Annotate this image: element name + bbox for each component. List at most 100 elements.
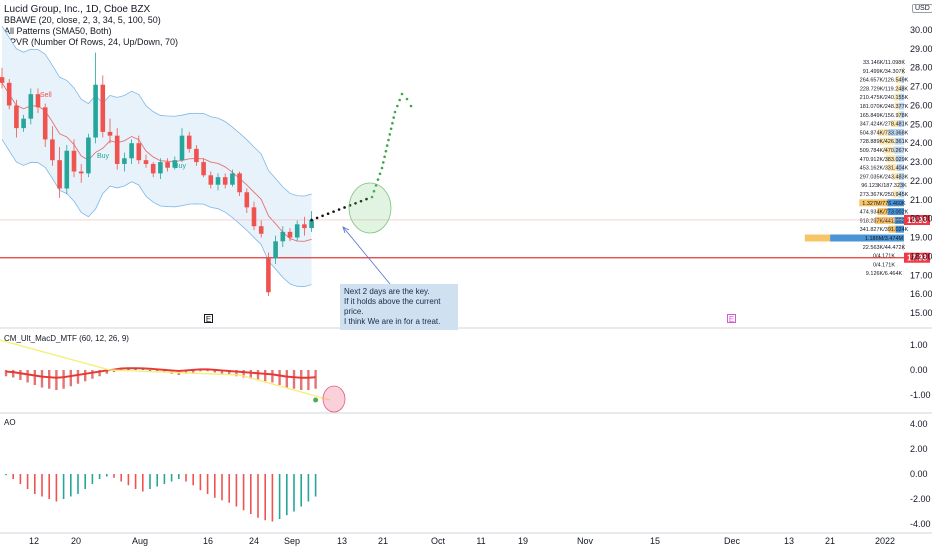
ao-bar [62,474,65,499]
candle [158,158,163,180]
vp-label: 347.424K/278.481K [860,122,909,128]
ao-bar [70,474,72,497]
projection-dot [370,195,374,199]
sell-label: Sell [40,92,52,99]
candle [136,135,142,164]
ao-bar [48,474,50,499]
candle [244,188,250,214]
macd-bar [264,370,267,382]
projection-dot [380,166,384,170]
indicator-vpvr[interactable]: VPVR (Number Of Rows, 24, Up/Down, 70) [4,37,179,47]
projection-dot [382,161,385,164]
vp-row: 1.186M/3.474M [804,234,904,242]
candle [208,171,214,189]
band-lower [1,139,312,287]
vp-label: 33.146K/11.098K [863,60,905,66]
candle [14,99,19,138]
macd-bar [300,370,303,390]
ao-bar [214,474,216,498]
vp-row: 9.126K/6.464K [866,269,904,277]
macd-tick-label: -1.00 [910,390,931,400]
ao-bar [134,474,137,489]
vp-label: 22.563K/44.472K [863,245,906,251]
candle [107,118,113,144]
candle [50,126,55,166]
projection-dot [378,172,382,176]
ao-tick-label: -2.00 [910,494,931,504]
macd-bar [55,370,58,390]
projection-dot [388,133,392,136]
price-tick-label: 24.00 [910,138,932,148]
ao-tick-label: -4.00 [910,519,931,529]
candle [258,220,264,238]
vp-label: 181.070K/248.377K [860,104,909,110]
earnings-badge-1[interactable]: E [204,314,213,324]
macd-bar [33,370,36,385]
earnings-badge-2[interactable]: E [727,314,736,324]
ao-bar [264,474,266,521]
date-tick-label: Nov [577,536,594,546]
ao-bar [257,474,259,518]
macd-bar [48,370,51,389]
vp-row: 33.146K/11.098K [863,58,905,66]
macd-bar [19,370,22,380]
ao-bar [250,474,252,514]
ao-tick-label: 0.00 [910,469,928,479]
ao-bar [142,474,144,492]
vp-row: 347.424K/278.481K [860,120,909,128]
vp-row: 0/4.171K [873,260,904,268]
candle [42,103,48,147]
time-axis[interactable]: 12 20 Aug 16 24 Sep 13 21 Oct 11 19 Nov 15 Dec 13 21 202… [29,536,895,546]
level-price-tag[interactable]: 17.93 [904,252,930,263]
projection-dot [359,199,363,203]
annotation-note[interactable]: Next 2 days are the key. If it holds abo… [340,284,458,330]
vp-row: 273.367K/250.945K [860,190,909,198]
projection-dot [405,97,409,101]
ao-bar [199,474,202,491]
ao-bar [12,474,14,479]
ao-bar [19,474,22,484]
macd-bar [26,370,29,383]
projection-dot [384,149,388,153]
ao-bar [106,474,108,477]
candle [35,88,41,114]
vp-label: 728.889K/426.361K [860,139,909,145]
ao-bar [127,474,130,486]
projection-dot [376,178,380,181]
indicator-all-patterns[interactable]: All Patterns (SMA50, Both) [4,26,112,36]
macd-bar [199,370,202,372]
projection-dot [385,144,389,147]
macd-bar [148,370,152,371]
macd-bar [192,370,195,373]
candle [71,139,77,178]
macd-bar [62,370,65,389]
candle [172,156,178,170]
price-tick-label: 25.00 [910,119,932,129]
ao-bar [271,474,274,522]
indicator-bbawe[interactable]: BBAWE (20, close, 2, 3, 34, 5, 100, 50) [4,15,161,25]
ao-title[interactable]: AO [4,418,16,427]
candle [222,173,228,189]
vp-label: 1.327M/776.460K [862,201,906,207]
projection-dot [372,189,376,193]
price-levels: 19.93 17.93 [0,214,930,263]
price-tick-label: 21.00 [910,195,932,205]
candle [179,128,185,163]
price-tick-label: 27.00 [910,82,932,92]
ao-bar [300,474,302,507]
macd-title[interactable]: CM_Ult_MacD_MTF (60, 12, 26, 9) [4,334,129,343]
date-tick-label: 19 [518,536,528,546]
date-tick-label: 24 [249,536,259,546]
date-tick-label: 12 [29,536,39,546]
current-price-tag[interactable]: 19.93 [904,214,930,225]
candle [86,133,91,178]
vp-label: 228.729K/119.248K [860,86,909,92]
svg-text:19.93: 19.93 [907,216,928,225]
price-axis[interactable]: 30.00 29.00 28.00 27.00 26.00 25.00 24.00 23.00… [910,25,932,318]
annotation-line-3: I think We are in for a treat. [344,317,441,326]
projection-dot [391,121,394,125]
symbol-title[interactable]: Lucid Group, Inc., 1D, Cboe BZX [4,4,151,15]
candle [114,128,120,170]
macd-bar [134,368,137,370]
